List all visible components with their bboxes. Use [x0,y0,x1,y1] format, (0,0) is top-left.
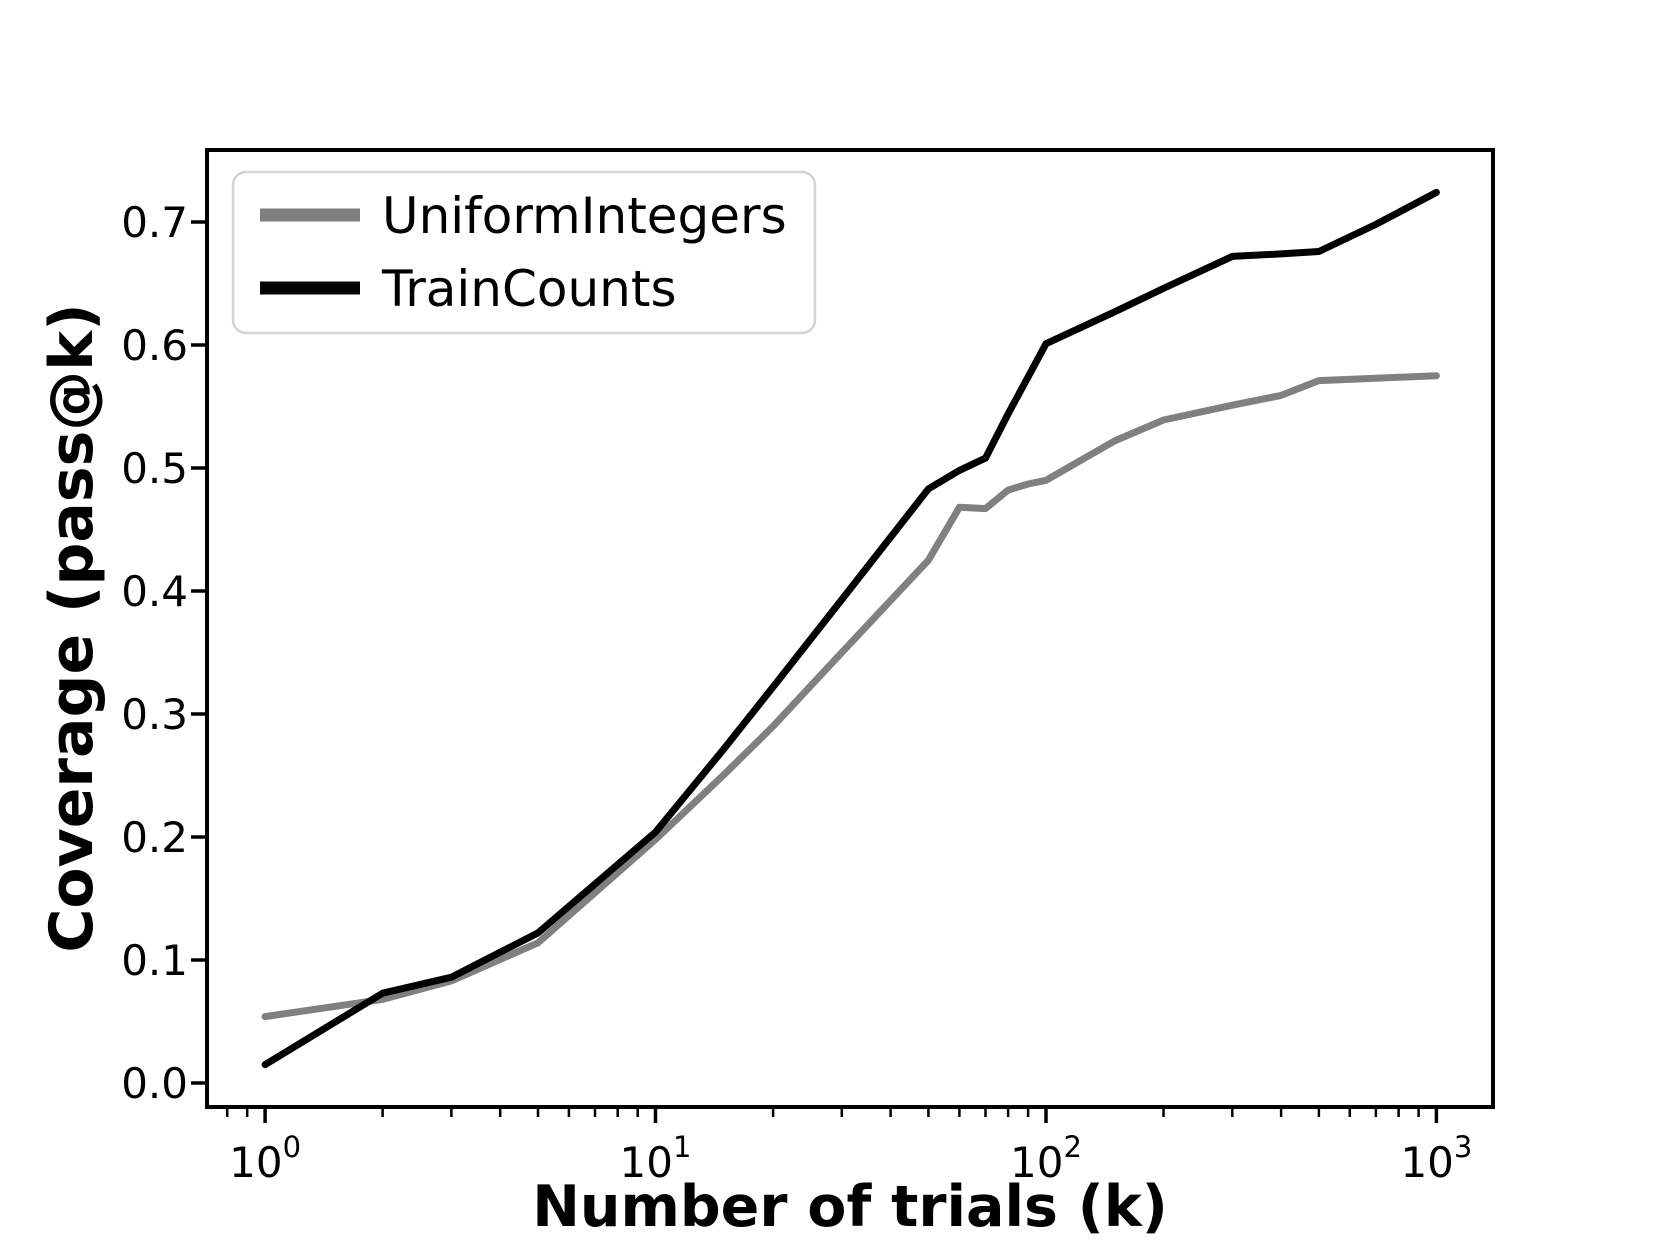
legend-label: TrainCounts [381,260,677,318]
y-tick-label: 0.7 [121,198,188,247]
y-tick-label: 0.5 [121,444,188,493]
y-tick-label: 0.1 [121,936,188,985]
x-tick-label: 103 [1400,1130,1472,1187]
series-line-uniformintegers [261,372,1440,1021]
legend-label: UniformIntegers [382,187,787,245]
y-tick-label: 0.3 [121,690,188,739]
legend-entry-traincounts: TrainCounts [260,260,677,318]
legend-box [231,170,817,335]
y-axis: 0.0 0.1 0.2 0.3 0.4 0.5 0.6 0.7 [121,198,205,1108]
y-tick-label: 0.6 [121,321,188,370]
x-axis-title: Number of trials (k) [532,1174,1168,1240]
y-axis-title: Coverage (pass@k) [37,303,107,952]
y-tick-label: 0.0 [121,1059,188,1108]
y-tick-label: 0.4 [121,567,188,616]
legend-entry-uniformintegers: UniformIntegers [260,187,787,245]
series-line-traincounts [261,188,1440,1069]
legend: UniformIntegers TrainCounts [231,170,817,335]
plot-area-spines [205,148,1495,1109]
y-tick-label: 0.2 [121,813,188,862]
x-minor-ticks [225,1109,1420,1117]
